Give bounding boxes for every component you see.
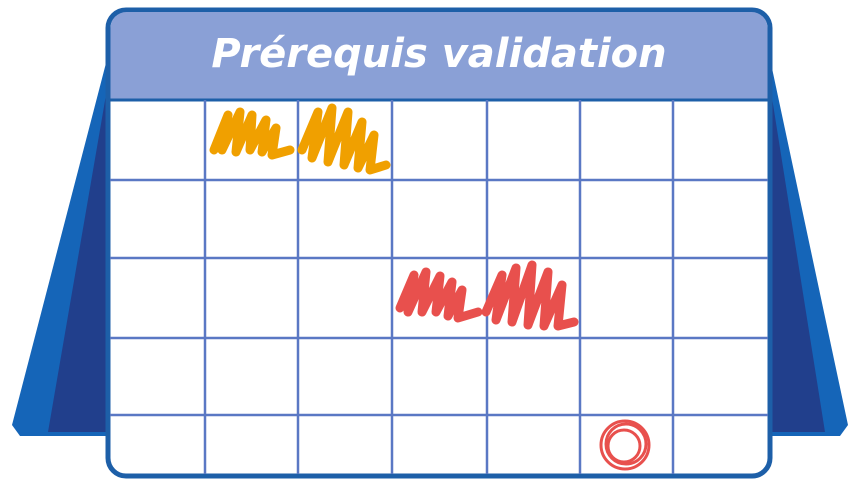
calendar-illustration: Prérequis validation (0, 0, 850, 480)
calendar-title: Prérequis validation (211, 31, 666, 77)
stand-left-inner (48, 60, 112, 432)
page: Prérequis validation (() => { const data… (0, 0, 850, 480)
